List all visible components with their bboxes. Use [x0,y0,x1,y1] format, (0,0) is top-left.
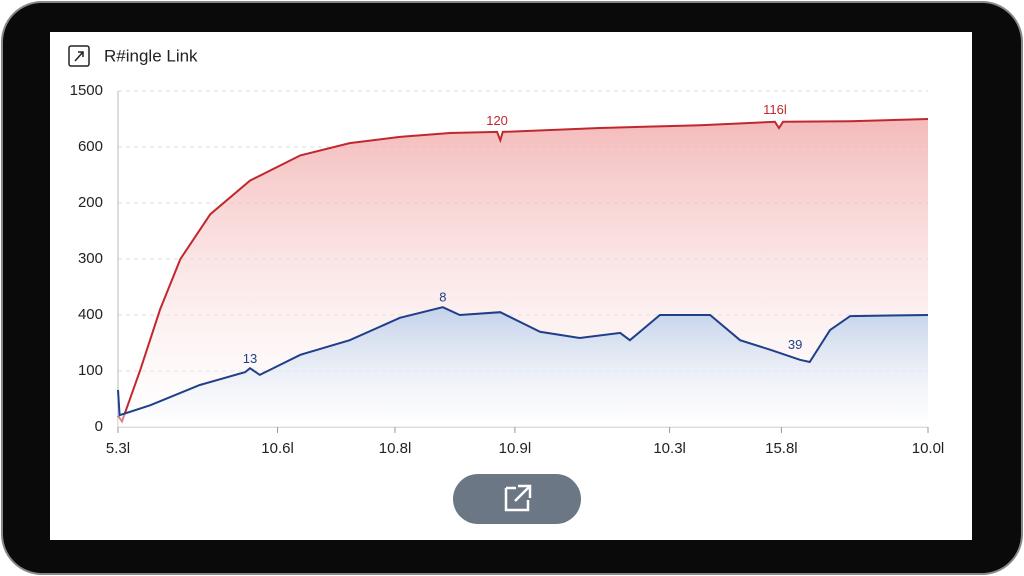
y-tick-label: 600 [78,138,103,155]
x-tick-label: 10.0l [912,440,945,457]
annotation: 116l [763,102,787,117]
annotation: 8 [439,290,446,305]
x-tick-label: 5.3l [106,440,130,457]
annotation: 39 [788,337,802,352]
annotation: 120 [486,113,508,128]
area-fill [118,307,928,427]
link-icon-arrow [74,51,84,62]
title: R#ingle Link [104,46,198,65]
y-tick-label: 1500 [70,82,103,99]
y-tick-label: 100 [78,362,103,379]
chart: 0 100 400 300 200 600 1500 5.3l 10.6l 10.8l 10.9l 1… [70,82,945,457]
annotation: 13 [243,351,257,366]
x-tick-label: 10.6l [261,440,294,457]
x-tick-label: 10.8l [379,440,412,457]
x-tick-label: 10.3l [653,440,686,457]
y-tick-label: 300 [78,250,103,267]
x-tick-label: 10.9l [499,440,532,457]
line [117,118,929,424]
line [117,306,929,417]
x-tick-label: 15.8l [765,440,798,457]
y-tick-label: 400 [78,306,103,323]
y-tick-label: 200 [78,194,103,211]
link-icon[interactable] [68,45,90,67]
share-icon [504,484,532,512]
y-tick-label: 0 [95,418,103,435]
